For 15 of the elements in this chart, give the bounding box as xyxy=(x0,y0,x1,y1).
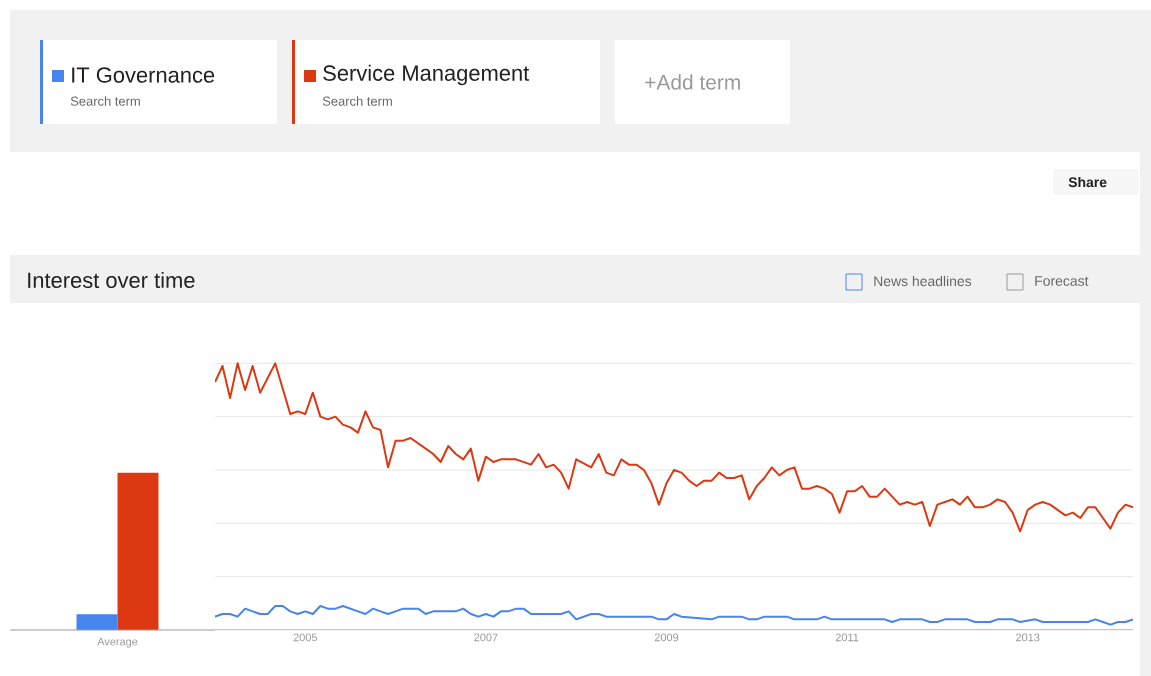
legend-label: Service Management xyxy=(323,64,530,86)
x-tick-label: 2007 xyxy=(474,633,498,642)
x-tick-label: 2013 xyxy=(1016,633,1040,642)
text: Search term xyxy=(322,96,392,106)
chart-title: Interest over time xyxy=(28,271,195,289)
legend-label: IT Governance xyxy=(72,67,215,83)
text: Share xyxy=(1068,176,1107,188)
text: Forecast xyxy=(1035,276,1089,286)
x-tick-label: 2005 xyxy=(293,633,318,642)
text: News headlines xyxy=(874,275,972,287)
x-tick-label: 2011 xyxy=(835,633,859,642)
x-tick-label: Average xyxy=(97,637,138,648)
text: Search term xyxy=(70,96,140,106)
text: +Add term xyxy=(645,74,740,90)
x-tick-label: 2009 xyxy=(654,633,679,642)
